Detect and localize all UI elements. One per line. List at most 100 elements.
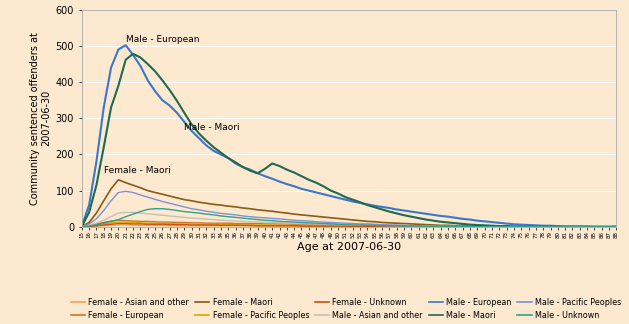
- Male - Unknown: [378, 224, 386, 228]
- Y-axis label: Community sentenced offenders at
2007-06-30: Community sentenced offenders at 2007-06…: [30, 32, 52, 205]
- Male - Asian and other: [195, 216, 203, 220]
- Female - Pacific Peoples: [613, 225, 620, 229]
- Male - Maori: [525, 225, 532, 229]
- Male - Asian and other: [569, 225, 576, 229]
- Male - Pacific Peoples: [386, 223, 393, 227]
- Line: Male - Unknown: Male - Unknown: [82, 209, 616, 227]
- Line: Female - European: Female - European: [82, 220, 616, 227]
- Female - Pacific Peoples: [378, 225, 386, 228]
- Male - European: [261, 174, 269, 178]
- Text: Male - European: Male - European: [126, 35, 199, 43]
- Male - Pacific Peoples: [378, 223, 386, 226]
- Text: Male - Maori: Male - Maori: [184, 123, 240, 132]
- Female - Asian and other: [378, 225, 386, 228]
- Male - Asian and other: [78, 225, 86, 229]
- Female - Asian and other: [613, 225, 620, 229]
- Male - European: [78, 224, 86, 228]
- Female - Maori: [203, 201, 210, 205]
- Female - Unknown: [195, 223, 203, 227]
- Female - Pacific Peoples: [78, 225, 86, 229]
- Female - Maori: [78, 225, 86, 229]
- Male - European: [378, 205, 386, 209]
- Male - Maori: [613, 225, 620, 229]
- Female - Pacific Peoples: [114, 220, 122, 224]
- Male - Maori: [78, 225, 86, 228]
- Line: Male - Pacific Peoples: Male - Pacific Peoples: [82, 191, 616, 227]
- Female - Maori: [378, 221, 386, 225]
- Male - Maori: [386, 210, 393, 214]
- Female - Pacific Peoples: [203, 222, 210, 226]
- Female - Unknown: [378, 225, 386, 228]
- Male - European: [613, 225, 620, 228]
- Male - European: [195, 136, 203, 140]
- Male - Pacific Peoples: [203, 209, 210, 213]
- Female - Asian and other: [261, 224, 269, 228]
- Female - European: [378, 224, 386, 227]
- Line: Female - Pacific Peoples: Female - Pacific Peoples: [82, 222, 616, 227]
- Female - Pacific Peoples: [386, 225, 393, 228]
- Female - Pacific Peoples: [569, 225, 576, 229]
- Female - European: [569, 225, 576, 229]
- Female - Pacific Peoples: [195, 222, 203, 226]
- Male - Unknown: [203, 212, 210, 216]
- Female - European: [195, 221, 203, 225]
- Male - Asian and other: [386, 224, 393, 228]
- Male - Unknown: [195, 211, 203, 215]
- Male - European: [386, 206, 393, 210]
- Male - Maori: [261, 167, 269, 171]
- Female - Asian and other: [203, 224, 210, 228]
- Male - Unknown: [151, 207, 159, 211]
- Line: Female - Asian and other: Female - Asian and other: [82, 225, 616, 227]
- Male - Maori: [576, 225, 584, 229]
- Male - European: [591, 225, 598, 229]
- Line: Female - Maori: Female - Maori: [82, 180, 616, 227]
- Male - Asian and other: [378, 224, 386, 227]
- Line: Female - Unknown: Female - Unknown: [82, 224, 616, 227]
- Female - Maori: [195, 200, 203, 204]
- Female - Asian and other: [195, 224, 203, 228]
- Male - Pacific Peoples: [569, 225, 576, 229]
- Female - European: [78, 225, 86, 229]
- Line: Male - European: Male - European: [82, 45, 616, 227]
- Male - Unknown: [78, 225, 86, 229]
- Male - Maori: [203, 139, 210, 143]
- Female - Maori: [386, 221, 393, 225]
- Female - European: [114, 218, 122, 222]
- Text: Female - Maori: Female - Maori: [104, 166, 170, 175]
- Male - Unknown: [569, 225, 576, 229]
- Female - European: [386, 224, 393, 227]
- Female - Pacific Peoples: [261, 223, 269, 227]
- Female - European: [613, 225, 620, 229]
- Male - Asian and other: [203, 217, 210, 221]
- Female - European: [261, 222, 269, 226]
- Female - Asian and other: [569, 225, 576, 229]
- Female - Maori: [569, 225, 576, 229]
- Female - Unknown: [569, 225, 576, 229]
- Female - Unknown: [203, 223, 210, 227]
- Male - European: [569, 225, 576, 228]
- Female - Unknown: [386, 225, 393, 228]
- X-axis label: Age at 2007-06-30: Age at 2007-06-30: [297, 242, 401, 252]
- Male - Unknown: [613, 225, 620, 229]
- Female - Maori: [613, 225, 620, 229]
- Legend: Female - Asian and other, Female - European, Female - Maori, Female - Pacific Pe: Female - Asian and other, Female - Europ…: [70, 298, 621, 320]
- Male - Pacific Peoples: [195, 208, 203, 212]
- Female - Maori: [261, 209, 269, 213]
- Male - Maori: [378, 207, 386, 211]
- Male - Asian and other: [613, 225, 620, 229]
- Male - Maori: [195, 132, 203, 135]
- Male - Unknown: [386, 224, 393, 228]
- Female - Unknown: [114, 222, 122, 226]
- Female - Unknown: [261, 224, 269, 228]
- Line: Male - Maori: Male - Maori: [82, 54, 616, 227]
- Female - Asian and other: [114, 223, 122, 227]
- Line: Male - Asian and other: Male - Asian and other: [82, 212, 616, 227]
- Female - European: [203, 221, 210, 225]
- Female - Unknown: [78, 225, 86, 229]
- Female - Unknown: [613, 225, 620, 229]
- Female - Maori: [114, 178, 122, 182]
- Male - Maori: [130, 52, 137, 56]
- Male - Pacific Peoples: [78, 225, 86, 229]
- Male - Pacific Peoples: [122, 190, 130, 193]
- Male - European: [122, 43, 130, 47]
